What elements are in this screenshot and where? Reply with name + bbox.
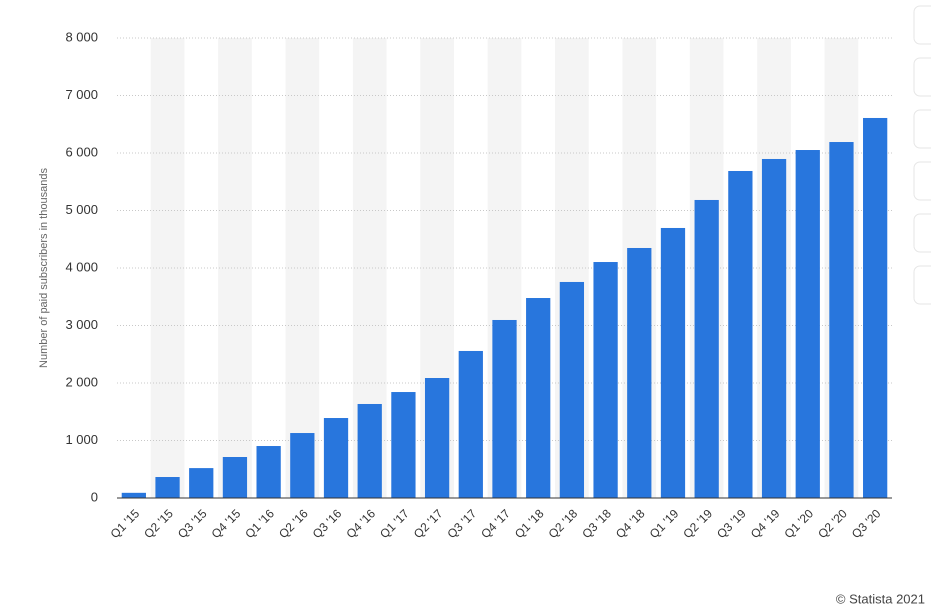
y-tick-label: 6 000 [65, 144, 98, 159]
column-band [150, 38, 185, 498]
bar [526, 298, 551, 498]
bar [256, 446, 281, 498]
tool-button[interactable] [913, 57, 931, 97]
bar [222, 457, 248, 498]
x-tick-label: Q1 '18 [512, 506, 547, 541]
x-tick-label: Q3 '17 [445, 506, 480, 541]
y-tick-label: 1 000 [65, 432, 98, 447]
x-tick-label: Q3 '18 [579, 506, 614, 541]
column-band [285, 38, 320, 498]
y-tick-label: 0 [91, 489, 98, 504]
x-tick-label: Q4 '15 [209, 506, 244, 541]
bar [761, 158, 787, 499]
bar [863, 117, 888, 499]
y-tick-label: 2 000 [65, 374, 98, 389]
bar [155, 477, 180, 498]
bar [189, 468, 214, 498]
x-tick-label: Q2 '19 [680, 506, 715, 541]
x-tick-label: Q1 '16 [242, 506, 277, 541]
x-tick-label: Q4 '16 [343, 506, 378, 541]
y-tick-label: 5 000 [65, 202, 98, 217]
x-tick-label: Q2 '16 [276, 506, 311, 541]
x-tick-label: Q2 '18 [546, 506, 581, 541]
x-tick-label: Q4 '19 [748, 506, 783, 541]
bar [357, 403, 382, 498]
bar [290, 433, 315, 498]
bar [660, 227, 686, 499]
tool-button[interactable] [913, 213, 931, 253]
x-tick-label: Q3 '19 [714, 506, 749, 541]
bar [492, 319, 517, 498]
y-tick-label: 4 000 [65, 259, 98, 274]
x-tick-label: Q4 '18 [613, 506, 648, 541]
bar [728, 170, 753, 498]
x-tick-label: Q3 '15 [175, 506, 210, 541]
y-tick-label: 8 000 [65, 29, 98, 44]
x-tick-label: Q1 '15 [108, 506, 143, 541]
tool-button[interactable] [913, 161, 931, 201]
bar [795, 150, 820, 498]
bar [323, 418, 349, 498]
toolbar [913, 5, 931, 305]
x-tick-label: Q1 '20 [781, 506, 816, 541]
x-tick-label: Q2 '17 [411, 506, 446, 541]
x-tick-label: Q1 '17 [377, 506, 412, 541]
x-tick-label: Q2 '20 [815, 506, 850, 541]
bar [593, 262, 618, 498]
tool-button[interactable] [913, 5, 931, 45]
tool-button[interactable] [913, 265, 931, 305]
x-tick-label: Q4 '17 [478, 506, 513, 541]
bar [121, 492, 146, 498]
y-tick-label: 7 000 [65, 87, 98, 102]
bar [424, 377, 450, 498]
x-tick-label: Q3 '20 [849, 506, 884, 541]
bar [391, 392, 416, 498]
bar [627, 247, 652, 498]
bar [559, 281, 585, 498]
bar [694, 199, 719, 499]
tool-button[interactable] [913, 109, 931, 149]
x-tick-label: Q1 '19 [647, 506, 682, 541]
y-axis-label: Number of paid subscribers in thousands [38, 168, 50, 368]
y-tick-label: 3 000 [65, 317, 98, 332]
x-tick-label: Q3 '16 [310, 506, 345, 541]
source: © Statista 2021 [836, 591, 925, 606]
x-tick-label: Q2 '15 [141, 506, 176, 541]
bar [458, 350, 483, 498]
bar [829, 142, 854, 498]
